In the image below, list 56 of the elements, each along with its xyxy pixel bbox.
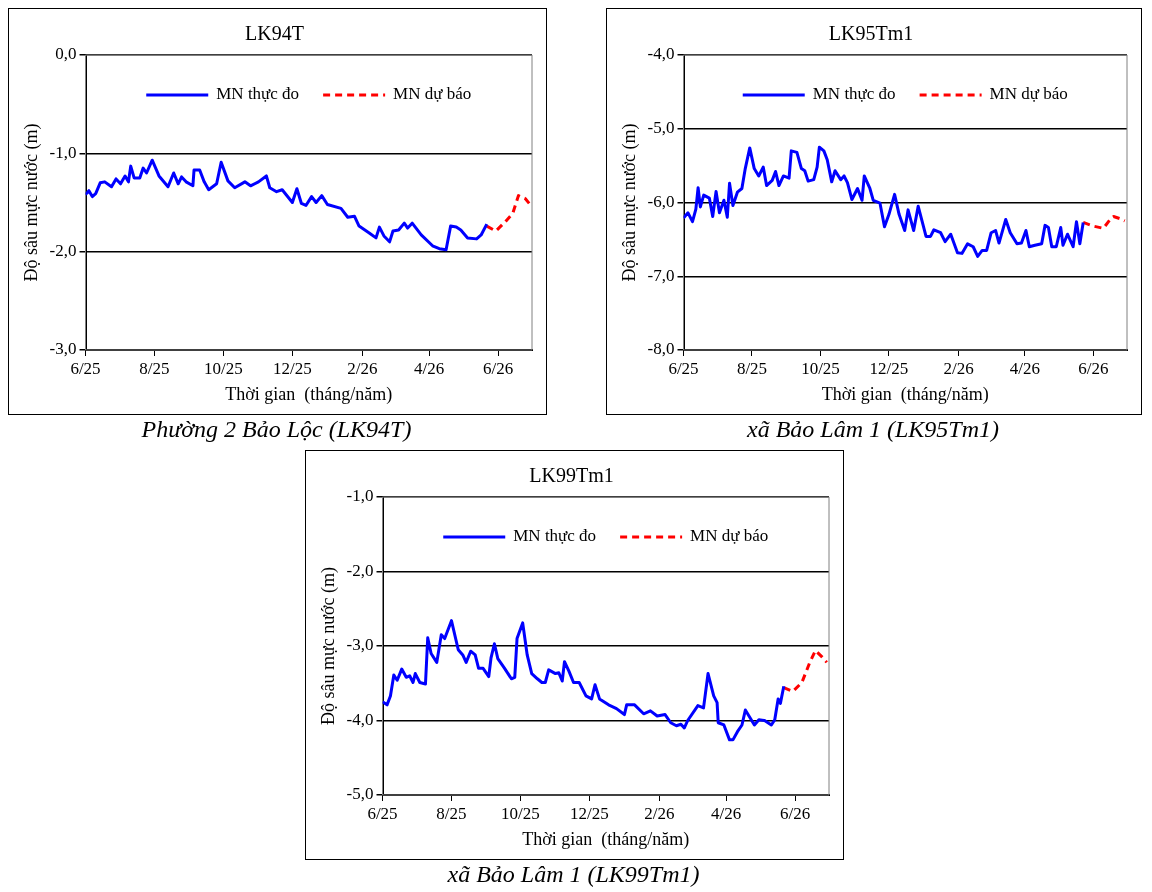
y-tick-label: -4,0 — [346, 709, 374, 729]
x-tick-label: 10/25 — [501, 803, 540, 823]
y-tick-label: -3,0 — [346, 635, 374, 655]
x-axis-title: Thời gian (tháng/năm) — [821, 383, 989, 405]
chart-title: LK95Tm1 — [828, 22, 914, 45]
legend-label: MN dự báo — [989, 84, 1068, 104]
x-tick-label: 6/25 — [668, 358, 699, 378]
y-tick-label: -7,0 — [647, 265, 675, 285]
y-tick-label: -6,0 — [647, 191, 675, 211]
x-tick-label: 6/25 — [70, 358, 101, 378]
y-tick-label: -2,0 — [346, 560, 374, 580]
x-axis-title: Thời gian (tháng/năm) — [522, 828, 690, 850]
y-axis-title: Độ sâu mực nước (m) — [20, 123, 42, 282]
x-tick-label: 8/25 — [436, 803, 467, 823]
x-tick-label: 8/25 — [736, 358, 768, 378]
y-tick-label: -3,0 — [49, 339, 77, 359]
y-tick-label: -5,0 — [346, 784, 374, 804]
y-axis-title: Độ sâu mực nước (m) — [618, 123, 640, 282]
legend-label: MN thực đo — [812, 84, 896, 104]
x-tick-label: 12/25 — [570, 803, 609, 823]
x-tick-label: 2/26 — [644, 803, 675, 823]
x-tick-label: 12/25 — [869, 358, 909, 378]
text: xã Bảo Lâm 1 (LK95Tm1) — [745, 416, 1000, 443]
x-tick-label: 4/26 — [711, 803, 742, 823]
y-tick-label: -5,0 — [647, 118, 675, 138]
text: xã Bảo Lâm 1 (LK99Tm1) — [446, 861, 701, 888]
legend-label: MN dự báo — [690, 526, 769, 546]
y-axis-title: Độ sâu mực nước (m) — [317, 567, 339, 725]
x-tick-label: 10/25 — [204, 358, 243, 378]
legend-label: MN dự báo — [393, 84, 472, 104]
x-tick-label: 6/26 — [482, 358, 514, 378]
chart-title: LK99Tm1 — [529, 464, 614, 487]
line-series — [782, 648, 829, 693]
text: Phường 2 Bảo Lộc (LK94T) — [140, 416, 413, 443]
x-tick-label: 2/26 — [943, 358, 974, 378]
line-series — [485, 194, 532, 233]
x-tick-label: 4/26 — [1009, 358, 1040, 378]
x-tick-label: 10/25 — [801, 358, 840, 378]
y-tick-label: -1,0 — [49, 142, 77, 162]
y-tick-label: -4,0 — [647, 44, 675, 64]
x-tick-label: 4/26 — [414, 358, 445, 378]
x-tick-label: 12/25 — [273, 358, 312, 378]
y-tick-label: 0,0 — [55, 44, 77, 64]
chart-title: LK94T — [245, 22, 304, 45]
legend-label: MN thực đo — [216, 84, 300, 104]
x-tick-label: 6/25 — [367, 803, 398, 823]
x-tick-label: 6/26 — [1078, 358, 1109, 378]
x-axis-title: Thời gian (tháng/năm) — [225, 383, 393, 405]
x-tick-label: 2/26 — [347, 358, 378, 378]
legend-label: MN thực đo — [513, 526, 597, 546]
line-series — [1081, 215, 1127, 230]
x-tick-label: 6/26 — [779, 803, 811, 823]
y-tick-label: -1,0 — [346, 486, 374, 506]
y-tick-label: -2,0 — [49, 241, 77, 261]
x-tick-label: 8/25 — [139, 358, 170, 378]
y-tick-label: -8,0 — [647, 339, 675, 359]
